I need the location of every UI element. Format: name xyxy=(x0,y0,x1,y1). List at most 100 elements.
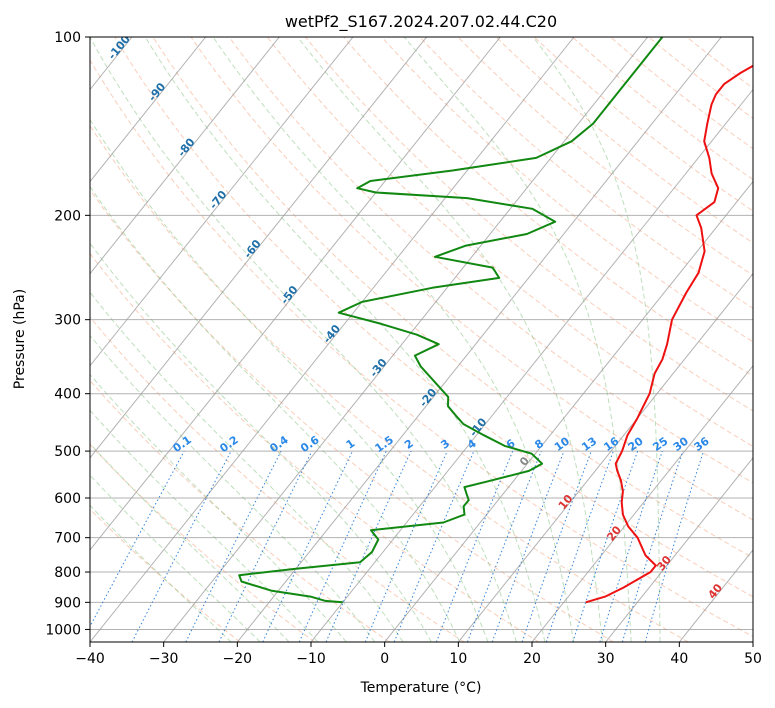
isotherm xyxy=(0,37,58,642)
mixing-ratio-label: 0.6 xyxy=(298,433,322,455)
dry-adiabat xyxy=(90,379,390,642)
dry-adiabat xyxy=(90,316,465,642)
x-tick-label: 50 xyxy=(744,651,762,667)
mixing-ratio-label: 0.1 xyxy=(171,433,194,455)
isotherm xyxy=(90,37,575,642)
y-tick-label: 800 xyxy=(54,565,81,581)
mixing-ratio-line xyxy=(467,450,542,642)
moist-adiabat xyxy=(90,334,376,642)
isotherm-label: 0 xyxy=(517,454,532,468)
y-tick-label: 700 xyxy=(54,531,81,547)
moist-adiabat xyxy=(90,185,461,642)
isotherm-label: 10 xyxy=(556,492,576,512)
moist-adiabat xyxy=(212,37,575,642)
y-tick-label: 200 xyxy=(54,208,81,224)
isotherm-label: -60 xyxy=(241,237,264,261)
mixing-ratio-label: 0.4 xyxy=(267,433,291,455)
isotherm xyxy=(752,641,753,642)
isotherm xyxy=(90,37,280,275)
dry-adiabat xyxy=(152,37,753,559)
mixing-ratio-line xyxy=(545,450,614,642)
isotherm xyxy=(457,272,753,642)
isotherm-label: 20 xyxy=(604,523,624,543)
dry-adiabat xyxy=(90,443,315,642)
dry-adiabat xyxy=(90,508,241,642)
y-tick-label: 100 xyxy=(54,30,81,46)
mixing-ratio-label: 8 xyxy=(532,437,546,452)
x-axis-label: Temperature (°C) xyxy=(360,680,482,696)
isotherm-label: -40 xyxy=(321,322,344,346)
moist-adiabat xyxy=(90,37,517,642)
mixing-ratio-line xyxy=(185,450,282,642)
dry-adiabat xyxy=(495,37,753,244)
y-axis-label: Pressure (hPa) xyxy=(12,289,28,389)
y-tick-label: 600 xyxy=(54,491,81,507)
dry-adiabat xyxy=(90,252,540,642)
x-tick-label: 10 xyxy=(449,651,467,667)
mixing-ratio-line xyxy=(521,450,592,642)
y-tick-label: 1000 xyxy=(45,622,81,638)
temperature-line xyxy=(585,64,753,604)
moist-adiabat xyxy=(90,118,489,642)
mixing-ratio-line xyxy=(131,450,232,642)
isotherm xyxy=(90,37,501,551)
isotherm xyxy=(90,37,207,183)
isotherm xyxy=(236,37,722,642)
x-tick-label: −30 xyxy=(149,651,179,667)
isotherm xyxy=(90,37,354,367)
dry-adiabat xyxy=(533,37,753,212)
mixing-ratio-line xyxy=(435,450,514,642)
y-tick-label: 500 xyxy=(54,444,81,460)
dry-adiabat xyxy=(457,37,753,276)
mixing-ratio-line xyxy=(621,450,684,642)
isotherm xyxy=(531,364,753,642)
mixing-ratio-line xyxy=(572,450,639,642)
moist-adiabat xyxy=(403,37,632,642)
isotherm-label: -50 xyxy=(278,283,301,307)
y-tick-label: 400 xyxy=(54,387,81,403)
y-tick-label: 300 xyxy=(54,313,81,329)
moist-adiabat xyxy=(144,37,546,642)
isotherm xyxy=(310,88,753,642)
dry-adiabat xyxy=(90,59,753,638)
x-tick-label: −40 xyxy=(75,651,105,667)
isotherm-label: 40 xyxy=(705,581,725,601)
mixing-ratio-line xyxy=(491,450,565,642)
moist-adiabat xyxy=(90,474,261,642)
mixing-ratio-line xyxy=(262,450,353,642)
mixing-ratio-label: 1.5 xyxy=(373,433,396,455)
isotherm-label: -90 xyxy=(146,80,169,104)
background-lines xyxy=(0,37,753,642)
mixing-ratio-line xyxy=(393,450,475,642)
x-tick-label: 0 xyxy=(380,651,389,667)
y-tick-label: 900 xyxy=(54,595,81,611)
moist-adiabat xyxy=(90,442,290,642)
isotherm xyxy=(384,180,753,642)
dry-adiabat xyxy=(610,37,753,150)
moist-adiabat xyxy=(90,409,319,642)
dry-adiabat xyxy=(90,124,689,642)
chart-title: wetPf2_S167.2024.207.02.44.C20 xyxy=(285,12,557,32)
moist-adiabat xyxy=(90,291,404,642)
isotherm-label: -80 xyxy=(175,135,198,159)
dry-adiabat xyxy=(266,37,753,448)
isotherm xyxy=(678,549,753,642)
mixing-ratio-line xyxy=(364,450,448,642)
x-tick-label: 30 xyxy=(597,651,615,667)
mixing-ratio-line xyxy=(90,450,185,628)
dewpoint-line xyxy=(238,37,664,604)
mixing-ratio-label: 1 xyxy=(344,437,358,452)
dry-adiabat xyxy=(305,37,753,412)
dry-adiabat xyxy=(90,189,614,642)
moist-adiabat xyxy=(90,373,347,642)
isotherm xyxy=(605,457,753,642)
x-tick-label: −10 xyxy=(296,651,326,667)
dry-adiabat xyxy=(381,37,753,343)
x-tick-label: −20 xyxy=(223,651,253,667)
isotherm-label: 30 xyxy=(654,553,674,573)
dry-adiabat xyxy=(419,37,753,309)
x-tick-label: 20 xyxy=(523,651,541,667)
isotherm-label: -30 xyxy=(367,356,390,380)
mixing-ratio-line xyxy=(218,450,313,642)
